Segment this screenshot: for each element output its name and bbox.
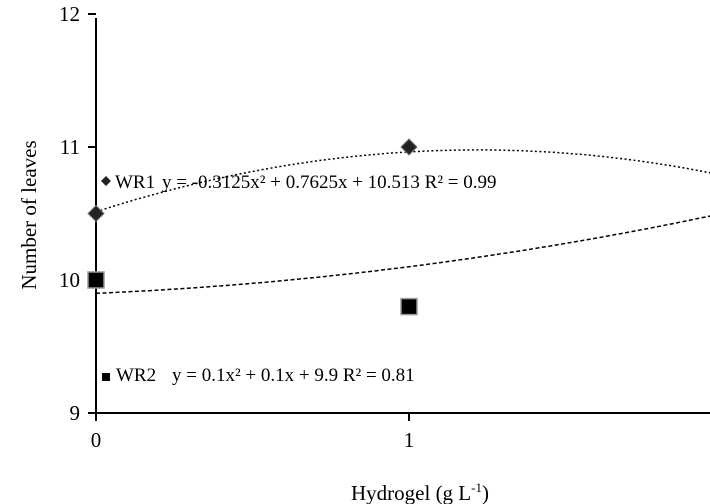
y-tick-label: 11	[60, 135, 80, 159]
x-axis-title: Hydrogel (g L-1)	[351, 480, 489, 504]
equation-wr2: y = 0.1x² + 0.1x + 9.9 R² = 0.81	[172, 365, 415, 386]
y-tick-label: 9	[70, 401, 81, 425]
equation-wr1: y = -0.3125x² + 0.7625x + 10.513 R² = 0.…	[162, 172, 497, 193]
trendline-wr1	[95, 149, 710, 213]
legend-wr2-marker	[102, 373, 110, 381]
point-wr2	[87, 271, 105, 289]
trendline-wr2	[95, 215, 710, 295]
legend-wr1: WR1 y = -0.3125x² + 0.7625x + 10.513 R² …	[101, 172, 497, 193]
y-tick-label: 12	[59, 2, 80, 26]
y-axis-title: Number of leaves	[17, 140, 41, 289]
axis-ticks: 91011120123	[59, 2, 415, 452]
point-wr1	[400, 138, 418, 156]
x-tick-label: 1	[404, 428, 415, 452]
data-markers	[87, 138, 418, 316]
legend-wr1-marker	[101, 176, 111, 186]
point-wr1	[87, 204, 105, 223]
x-tick-label: 0	[91, 428, 102, 452]
trendlines	[95, 149, 710, 295]
legend-wr2-label: WR2	[116, 365, 156, 386]
point-wr2	[400, 297, 418, 316]
y-tick-label: 10	[59, 268, 80, 292]
legend-wr1-label: WR1	[115, 172, 155, 193]
legend-wr2: WR2 y = 0.1x² + 0.1x + 9.9 R² = 0.81	[102, 365, 415, 386]
